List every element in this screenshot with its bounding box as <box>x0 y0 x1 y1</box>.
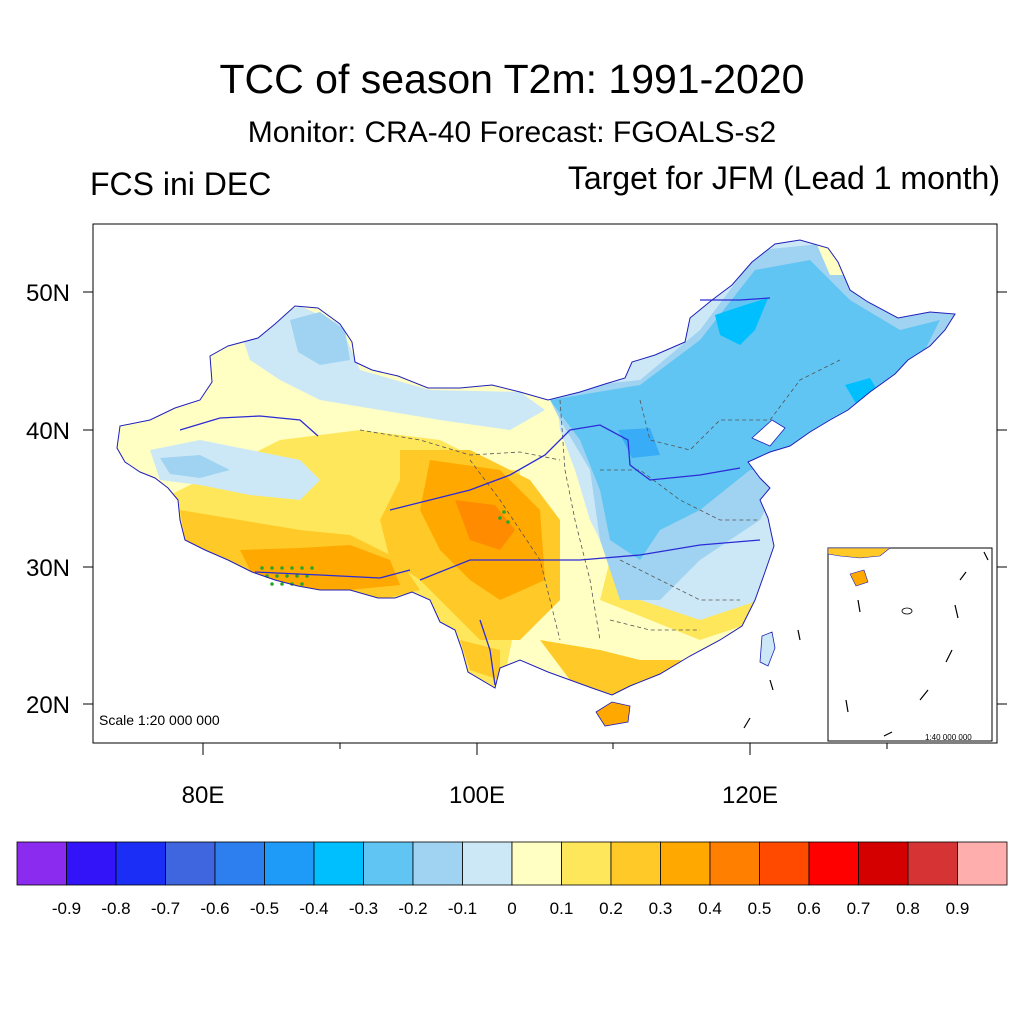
inset-scale-label: 1:40 000 000 <box>925 733 972 742</box>
colorbar-label: 0.9 <box>946 899 970 918</box>
colorbar-swatch <box>808 841 859 886</box>
colorbar-swatch <box>660 841 711 886</box>
colorbar-swatch <box>214 841 265 886</box>
scale-label: Scale 1:20 000 000 <box>99 712 220 728</box>
colorbar-swatch <box>561 841 612 886</box>
colorbar-label: -0.3 <box>349 899 378 918</box>
lon-labels: 80E 100E 120E <box>182 782 778 809</box>
colorbar-label: 0.8 <box>896 899 920 918</box>
lat-label-40n: 40N <box>26 418 70 445</box>
colorbar-swatch <box>462 841 513 886</box>
colorbar-label: -0.5 <box>250 899 279 918</box>
taiwan-island <box>759 631 776 667</box>
colorbar-swatch <box>610 841 661 886</box>
colorbar-swatch <box>412 841 463 886</box>
lon-label-80e: 80E <box>182 782 225 809</box>
colorbar-label: -0.4 <box>299 899 328 918</box>
china-outline <box>116 239 956 696</box>
colorbar-label: -0.2 <box>398 899 427 918</box>
colorbar-swatch <box>957 841 1008 886</box>
colorbar-swatch <box>759 841 810 886</box>
colorbar-swatch <box>907 841 958 886</box>
colorbar-swatch <box>66 841 117 886</box>
lon-label-100e: 100E <box>449 782 505 809</box>
lat-label-20n: 20N <box>26 692 70 719</box>
colorbar-label: 0.5 <box>748 899 772 918</box>
map-title: TCC of season T2m: 1991-2020 <box>219 56 805 102</box>
map-subtitle: Monitor: CRA-40 Forecast: FGOALS-s2 <box>247 116 777 149</box>
lat-label-30n: 30N <box>26 555 70 582</box>
colorbar-swatch <box>16 841 67 886</box>
bohai-sea <box>751 419 786 447</box>
colorbar-label: -0.6 <box>200 899 229 918</box>
colorbar-label: 0.6 <box>797 899 821 918</box>
lat-label-50n: 50N <box>26 280 70 307</box>
lon-label-120e: 120E <box>722 782 778 809</box>
forecast-init-label: FCS ini DEC <box>90 166 272 202</box>
colorbar-label: 0.3 <box>649 899 673 918</box>
target-period-label: Target for JFM (Lead 1 month) <box>567 160 1000 196</box>
colorbar-label: 0.2 <box>599 899 623 918</box>
colorbar-swatch <box>858 841 909 886</box>
lat-labels: 50N 40N 30N 20N <box>26 280 70 719</box>
province-borders <box>359 359 841 641</box>
hainan-island <box>595 701 631 727</box>
south-china-sea-inset: 1:40 000 000 <box>827 547 993 742</box>
nine-dash-main <box>743 629 801 729</box>
colorbar-label: -0.8 <box>101 899 130 918</box>
colorbar-swatch <box>313 841 364 886</box>
colorbar: -0.9 -0.8 -0.7 -0.6 -0.5 -0.4 -0.3 -0.2 -0.1 0 0.1… <box>16 841 1008 918</box>
colorbar-label: 0 <box>507 899 516 918</box>
colorbar-label: -0.1 <box>448 899 477 918</box>
colorbar-label: 0.4 <box>698 899 722 918</box>
colorbar-swatch <box>115 841 166 886</box>
colorbar-swatch <box>511 841 562 886</box>
colorbar-label: -0.9 <box>52 899 81 918</box>
colorbar-swatch <box>363 841 414 886</box>
colorbar-swatch <box>264 841 315 886</box>
colorbar-label: 0.7 <box>847 899 871 918</box>
colorbar-swatch <box>709 841 760 886</box>
axis-ticks <box>83 291 1007 755</box>
colorbar-label: 0.1 <box>550 899 574 918</box>
colorbar-swatch <box>165 841 216 886</box>
colorbar-label: -0.7 <box>151 899 180 918</box>
rivers <box>179 297 771 686</box>
